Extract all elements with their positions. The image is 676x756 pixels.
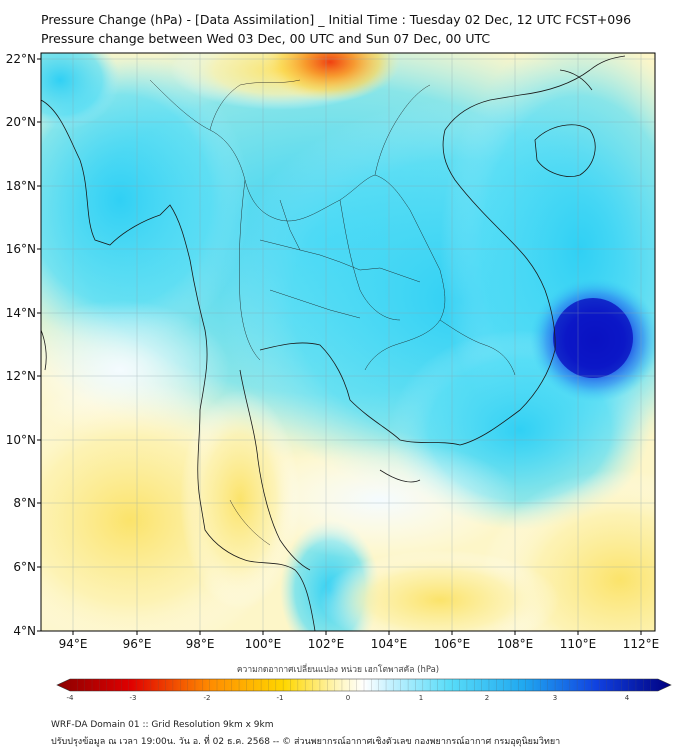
map-frame bbox=[40, 52, 656, 632]
map-subtitle: Pressure change between Wed 03 Dec, 00 U… bbox=[41, 31, 491, 46]
lon-label-104: 104°E bbox=[371, 637, 408, 651]
lon-label-110: 110°E bbox=[560, 637, 597, 651]
pressure-field bbox=[41, 53, 655, 631]
lat-label-20: 20°N bbox=[6, 115, 36, 129]
cbar-tick-label: -3 bbox=[130, 694, 137, 702]
lat-label-12: 12°N bbox=[6, 369, 36, 383]
colorbar-label: ความกดอากาศเปลี่ยนแปลง หน่วย เฮกโตพาสคัล… bbox=[236, 665, 440, 675]
lon-label-100: 100°E bbox=[245, 637, 282, 651]
lon-ticks bbox=[72, 631, 642, 635]
country-borders bbox=[149, 79, 516, 546]
lat-label-4: 4°N bbox=[13, 624, 36, 638]
lat-label-6: 6°N bbox=[13, 560, 36, 574]
lon-labels: 94°E 96°E 98°E 100°E 102°E 104°E 106°E 1… bbox=[59, 637, 660, 651]
lon-label-106: 106°E bbox=[434, 637, 471, 651]
lat-label-14: 14°N bbox=[6, 306, 36, 320]
colorbar-gradient bbox=[56, 678, 672, 692]
coastlines bbox=[41, 55, 626, 631]
colorbar-tick-marks bbox=[77, 679, 651, 691]
colorbar: -4 -3 -2 -1 0 1 2 3 4 bbox=[56, 678, 672, 702]
lon-label-96: 96°E bbox=[123, 637, 152, 651]
colorbar-tick-labels: -4 -3 -2 -1 0 1 2 3 4 bbox=[67, 694, 630, 702]
cbar-tick-label: 2 bbox=[485, 694, 489, 702]
cbar-tick-label: -1 bbox=[277, 694, 284, 702]
cbar-tick-label: 1 bbox=[419, 694, 423, 702]
lon-label-108: 108°E bbox=[497, 637, 534, 651]
cbar-tick-label: -4 bbox=[67, 694, 75, 702]
cbar-tick-label: -2 bbox=[204, 694, 211, 702]
lon-label-98: 98°E bbox=[186, 637, 215, 651]
cbar-tick-label: 4 bbox=[625, 694, 630, 702]
lat-label-18: 18°N bbox=[6, 179, 36, 193]
lon-label-102: 102°E bbox=[308, 637, 345, 651]
map-title: Pressure Change (hPa) - [Data Assimilati… bbox=[41, 12, 632, 27]
lat-label-22: 22°N bbox=[6, 52, 36, 66]
lat-ticks bbox=[37, 58, 41, 632]
cbar-tick-label: 3 bbox=[553, 694, 557, 702]
lat-labels: 22°N 20°N 18°N 16°N 14°N 12°N 10°N 8°N 6… bbox=[6, 52, 36, 638]
footer-credit: ปรับปรุงข้อมูล ณ เวลา 19:00น. วัน อ. ที่… bbox=[51, 737, 561, 747]
lon-label-112: 112°E bbox=[623, 637, 660, 651]
footer-model-info: WRF-DA Domain 01 :: Grid Resolution 9km … bbox=[51, 720, 274, 730]
cbar-tick-label: 0 bbox=[346, 694, 350, 702]
lat-label-10: 10°N bbox=[6, 433, 36, 447]
lat-label-8: 8°N bbox=[13, 496, 36, 510]
lat-label-16: 16°N bbox=[6, 242, 36, 256]
graticule bbox=[41, 53, 655, 631]
lon-label-94: 94°E bbox=[59, 637, 88, 651]
